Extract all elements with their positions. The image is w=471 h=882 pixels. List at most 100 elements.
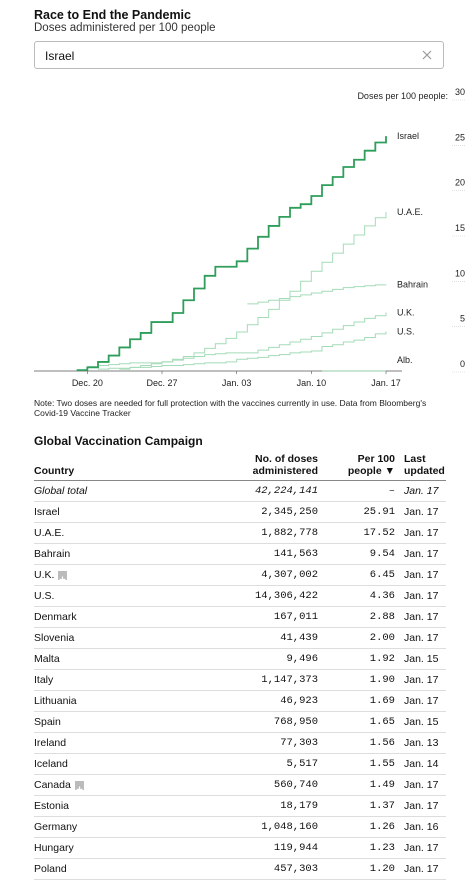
table-cell: Jan. 17 [404, 632, 439, 644]
y-tick-label: 10 [455, 268, 465, 278]
table-cell: 42,224,141 [254, 485, 318, 497]
column-header: updated [404, 465, 445, 477]
row-divider [34, 648, 446, 649]
row-divider [34, 816, 446, 817]
table-cell: 17.52 [363, 527, 395, 539]
table-cell: 768,950 [273, 716, 318, 728]
y-tick-label: 15 [455, 223, 465, 233]
table-cell: Spain [34, 716, 61, 728]
table-cell: Jan. 17 [404, 863, 439, 875]
series-label: U.K. [397, 308, 415, 318]
table-cell: Jan. 17 [404, 527, 439, 539]
table-cell: Jan. 17 [404, 611, 439, 623]
table-cell: 9,496 [286, 653, 318, 665]
table-cell: Bahrain [34, 548, 71, 560]
table-cell: 1.90 [369, 674, 395, 686]
table-cell: 9.54 [369, 548, 395, 560]
table-cell: Jan. 17 [404, 485, 439, 497]
row-divider [34, 795, 446, 796]
table-cell: 1.56 [369, 737, 395, 749]
row-divider [34, 585, 446, 586]
table-cell: Jan. 17 [404, 590, 439, 602]
plus-icon[interactable] [58, 575, 67, 584]
table-cell: U.K. [34, 569, 55, 581]
table-cell: 4,307,002 [261, 569, 318, 581]
table-cell: 1.69 [369, 695, 395, 707]
series-line [247, 284, 387, 305]
table-cell: Jan. 17 [404, 800, 439, 812]
plus-icon[interactable] [75, 785, 84, 794]
series-line [87, 312, 387, 367]
table-cell: Jan. 17 [404, 695, 439, 707]
table-cell: 119,944 [273, 842, 318, 854]
series-label: Bahrain [397, 280, 428, 290]
table-cell: Hungary [34, 842, 74, 854]
table-cell: Israel [34, 506, 60, 518]
table-cell: 1.20 [369, 863, 395, 875]
table-cell: 77,303 [280, 737, 318, 749]
series-label: Israel [397, 131, 419, 141]
table-cell: Jan. 17 [404, 548, 439, 560]
row-divider [34, 858, 446, 859]
table-cell: 1.65 [369, 716, 395, 728]
note: Note: Two doses are needed for full prot… [34, 398, 427, 418]
row-divider [34, 837, 446, 838]
x-tick-label: Dec. 27 [146, 378, 177, 388]
table-cell: 14,306,422 [254, 590, 318, 602]
y-axis-label: Doses per 100 people: [357, 91, 448, 101]
clear-button[interactable] [419, 47, 435, 63]
search-box[interactable]: Israel [34, 41, 444, 69]
row-divider [34, 627, 446, 628]
table-cell: 167,011 [273, 611, 318, 623]
series-label: U.A.E. [397, 207, 423, 217]
table-cell: Denmark [34, 611, 77, 623]
table-cell: U.S. [34, 590, 55, 602]
row-divider [34, 606, 446, 607]
table-cell: Slovenia [34, 632, 75, 644]
table-cell: Jan. 13 [404, 737, 439, 749]
table-cell: Jan. 17 [404, 569, 439, 581]
expand-button[interactable] [74, 781, 84, 793]
column-header: Per 100 [357, 453, 395, 465]
row-divider [34, 879, 446, 880]
table-cell: 1,147,373 [261, 674, 318, 686]
row-divider [34, 669, 446, 670]
table-cell: 2,345,250 [261, 506, 318, 518]
x-tick-label: Jan. 17 [371, 378, 401, 388]
column-header: No. of doses [254, 453, 318, 465]
expand-button[interactable] [58, 571, 68, 583]
table-cell: Jan. 15 [404, 716, 439, 728]
table-cell: 41,439 [280, 632, 318, 644]
table-cell: Jan. 15 [404, 653, 439, 665]
table-cell: 6.45 [369, 569, 395, 581]
row-divider [34, 501, 446, 502]
table-cell: 5,517 [286, 758, 318, 770]
column-header: Last [404, 453, 426, 465]
table-cell: 1.55 [369, 758, 395, 770]
row-divider [34, 732, 446, 733]
chart: Doses per 100 people: 0 5 10 15 20 25 30 Dec. 2… [34, 87, 466, 388]
table-cell: 141,563 [273, 548, 318, 560]
table-cell: Canada [34, 779, 71, 791]
x-tick-label: Jan. 10 [297, 378, 327, 388]
series-line [76, 136, 387, 371]
table-cell: Malta [34, 653, 60, 665]
row-divider [34, 564, 446, 565]
table-cell: Italy [34, 674, 54, 686]
table-cell: Jan. 17 [404, 842, 439, 854]
x-tick-label: Dec. 20 [72, 378, 103, 388]
table-cell: 1.49 [369, 779, 395, 791]
search-text[interactable]: Israel [45, 49, 75, 63]
row-divider [34, 690, 446, 691]
y-tick-label: 20 [455, 178, 465, 188]
table-cell: 1,048,160 [261, 821, 318, 833]
table-cell: 4.36 [369, 590, 395, 602]
table-cell: 1.37 [369, 800, 395, 812]
table-cell: – [388, 485, 395, 497]
series-line [119, 212, 387, 370]
table-cell: Lithuania [34, 695, 77, 707]
table-cell: 2.88 [369, 611, 395, 623]
table-cell: Global total [34, 485, 88, 497]
